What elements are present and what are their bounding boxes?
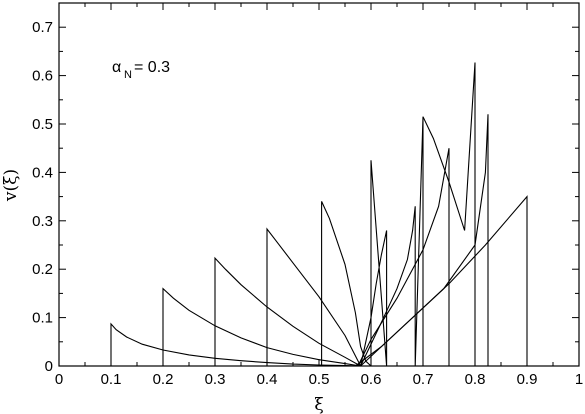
ticks-group: 0 0.1 0.2 0.3 0.4 0.5 0.6 0.7 0.8 0.9 1 0 0.1 0.2 0.3 0… [32,2,583,388]
x-tick-label: 0.7 [413,371,434,388]
series-line-2 [162,287,361,367]
series-line-9 [360,114,489,367]
x-tick-label: 0 [55,371,63,388]
y-tick-label: 0.4 [32,164,53,181]
series-line-8 [357,148,450,367]
alpha-subscript: N [124,69,132,81]
series-line-5 [321,201,372,367]
x-tick-label: 0.1 [101,371,122,388]
x-tick-label: 0.3 [205,371,226,388]
y-axis-title: v(ξ) [1,169,21,202]
y-tick-label: 0.6 [32,68,53,85]
alpha-value: = 0.3 [134,59,170,76]
x-tick-label: 0.2 [153,371,174,388]
series-line-3 [214,256,361,367]
x-tick-label: 0.8 [465,371,486,388]
x-tick-label: 0.4 [257,371,278,388]
series-line-11 [422,62,476,366]
curves-group [110,62,528,367]
x-tick-label: 0.5 [309,371,330,388]
x-tick-label: 0.9 [517,371,538,388]
series-line-6 [360,160,388,367]
alpha-annotation: α N = 0.3 [112,59,170,81]
plot-frame [58,2,580,367]
y-tick-label: 0.2 [32,261,53,278]
x-tick-label: 1 [575,371,583,388]
series-line-1 [110,322,361,367]
series-line-10 [355,195,528,367]
y-tick-label: 0.3 [32,213,53,230]
x-axis-title: ξ [314,395,323,414]
alpha-symbol: α [112,59,121,76]
x-tick-label: 0.6 [361,371,382,388]
y-tick-label: 0.1 [32,310,53,327]
y-tick-label: 0.5 [32,116,53,133]
series-line-4 [266,227,362,367]
series-line-7 [360,116,424,367]
y-tick-label: 0.7 [32,19,53,36]
y-tick-label: 0 [45,358,53,375]
